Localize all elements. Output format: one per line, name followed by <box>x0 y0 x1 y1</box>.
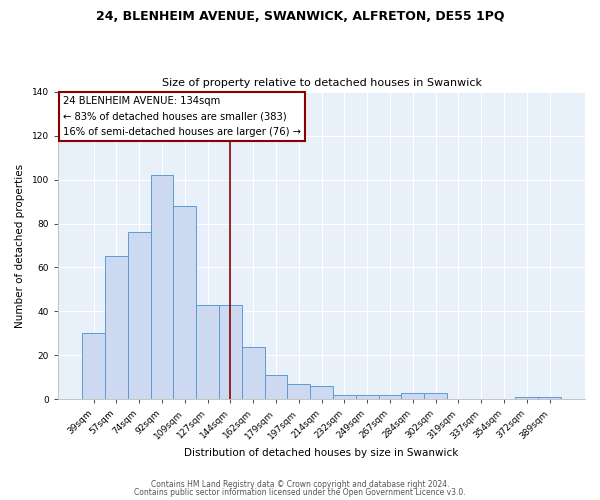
Bar <box>401 393 424 400</box>
Bar <box>128 232 151 400</box>
Text: Contains HM Land Registry data © Crown copyright and database right 2024.: Contains HM Land Registry data © Crown c… <box>151 480 449 489</box>
Bar <box>424 393 447 400</box>
Text: Contains public sector information licensed under the Open Government Licence v3: Contains public sector information licen… <box>134 488 466 497</box>
Bar <box>515 397 538 400</box>
Text: 24 BLENHEIM AVENUE: 134sqm
← 83% of detached houses are smaller (383)
16% of sem: 24 BLENHEIM AVENUE: 134sqm ← 83% of deta… <box>64 96 301 138</box>
Bar <box>173 206 196 400</box>
Bar <box>333 395 356 400</box>
Bar <box>196 305 219 400</box>
Bar <box>356 395 379 400</box>
Bar <box>105 256 128 400</box>
Bar <box>151 175 173 400</box>
Bar <box>287 384 310 400</box>
Bar <box>538 397 561 400</box>
Bar <box>219 305 242 400</box>
Bar <box>379 395 401 400</box>
X-axis label: Distribution of detached houses by size in Swanwick: Distribution of detached houses by size … <box>184 448 459 458</box>
Bar <box>265 376 287 400</box>
Bar <box>310 386 333 400</box>
Bar <box>242 346 265 400</box>
Y-axis label: Number of detached properties: Number of detached properties <box>15 164 25 328</box>
Title: Size of property relative to detached houses in Swanwick: Size of property relative to detached ho… <box>161 78 482 88</box>
Bar <box>82 334 105 400</box>
Text: 24, BLENHEIM AVENUE, SWANWICK, ALFRETON, DE55 1PQ: 24, BLENHEIM AVENUE, SWANWICK, ALFRETON,… <box>96 10 504 23</box>
